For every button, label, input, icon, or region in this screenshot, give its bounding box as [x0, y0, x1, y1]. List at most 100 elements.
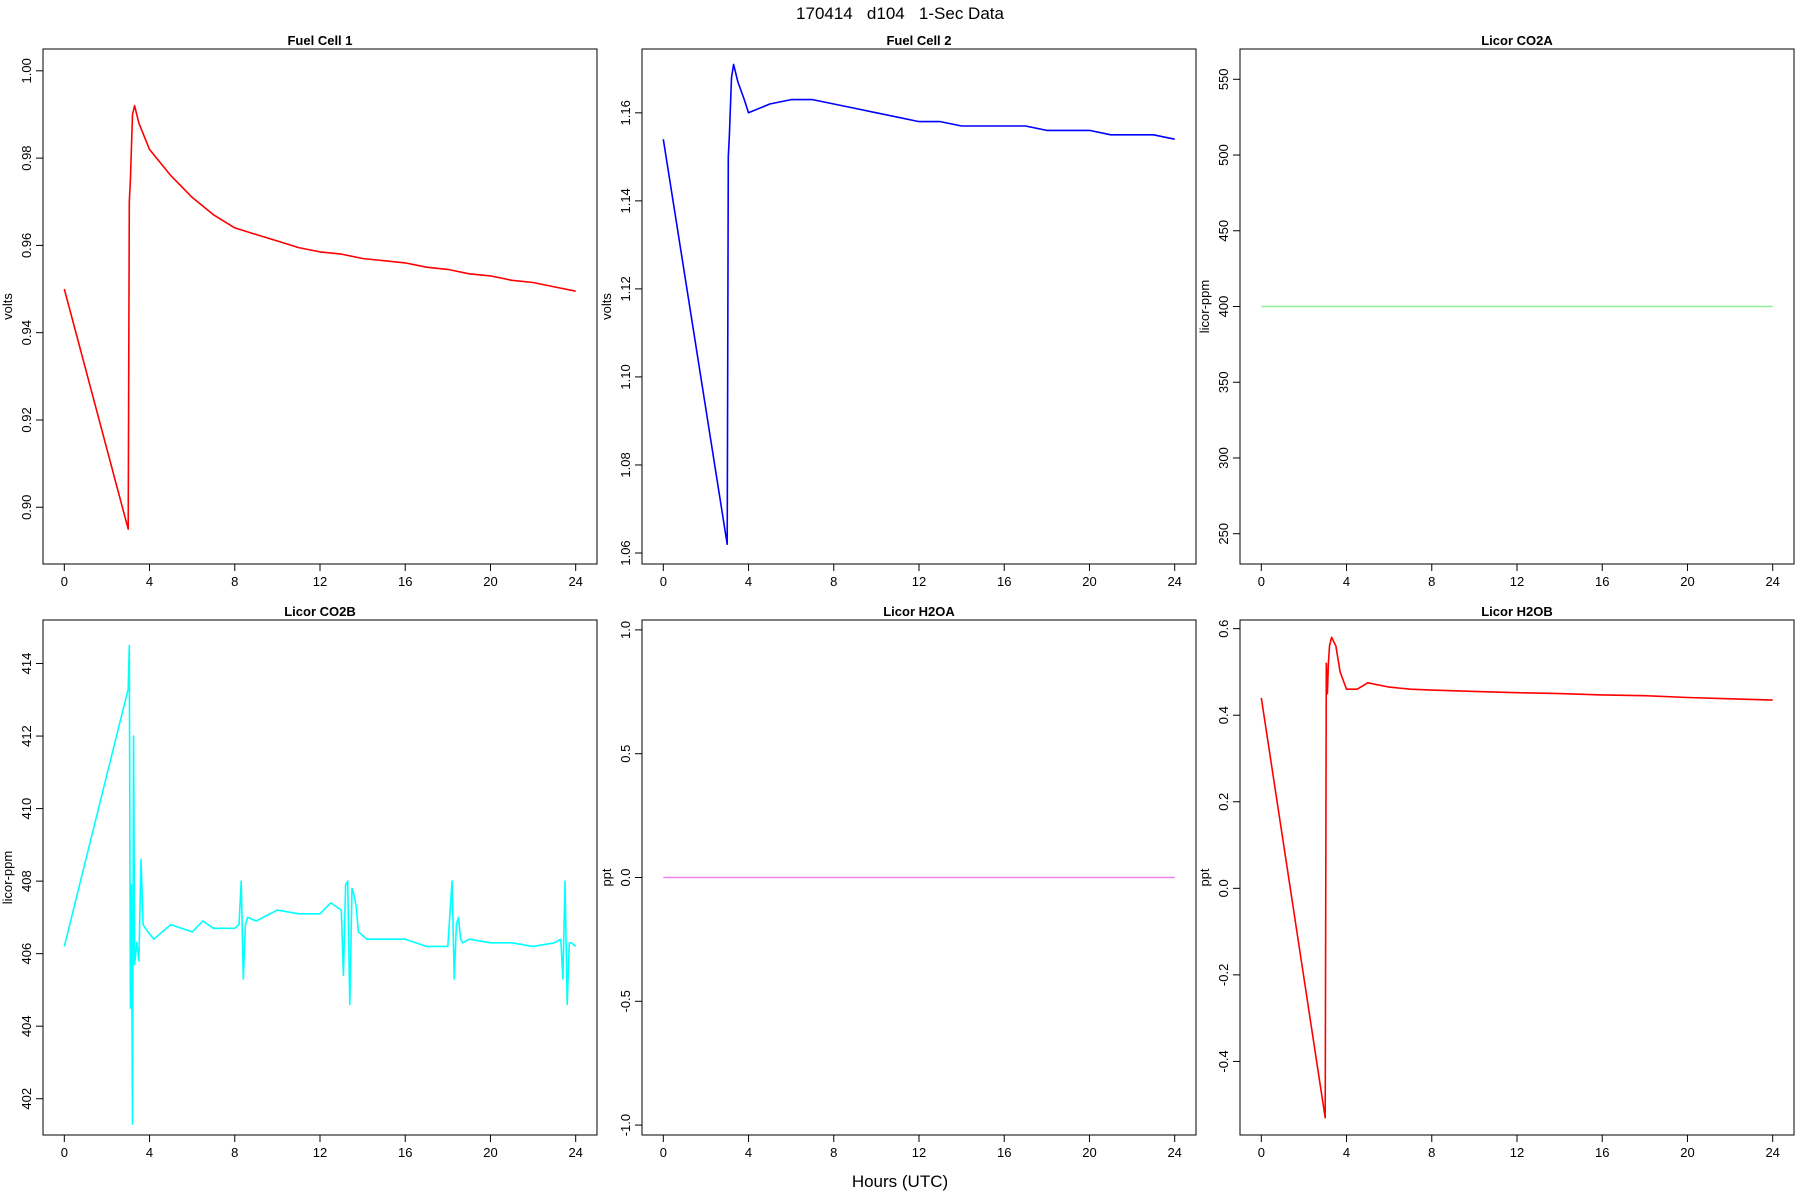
x-tick-label: 20 [483, 1145, 497, 1160]
y-tick-label: 1.0 [618, 621, 633, 639]
series-line [662, 63, 1175, 546]
plot-frame [641, 48, 1197, 565]
series-line [1260, 636, 1773, 1119]
x-tick-label: 0 [1258, 1145, 1265, 1160]
y-tick-label: 1.10 [618, 364, 633, 389]
y-axis-label: licor-ppm [0, 851, 15, 904]
x-tick-label: 0 [1258, 574, 1265, 589]
y-axis-label: volts [0, 293, 15, 320]
panel-5: Licor H2OA 0 4 8 12 16 20 24 -1.0 -0.5 0.0 0.5 1.0 pp… [599, 604, 1197, 1160]
x-tick-label: 20 [1680, 1145, 1694, 1160]
x-tick-label: 4 [1343, 1145, 1350, 1160]
y-tick-label: 350 [1216, 371, 1231, 393]
y-tick-label: 0.5 [618, 745, 633, 763]
x-tick-label: 20 [1680, 574, 1694, 589]
x-tick-label: 4 [1343, 574, 1350, 589]
x-tick-label: 4 [146, 574, 153, 589]
panel-title: Licor H2OB [1481, 604, 1553, 619]
y-tick-label: 414 [19, 653, 34, 675]
x-tick-label: 16 [1595, 574, 1609, 589]
x-tick-label: 24 [1765, 574, 1779, 589]
x-tick-label: 16 [1595, 1145, 1609, 1160]
x-tick-label: 12 [313, 574, 327, 589]
x-tick-label: 24 [1765, 1145, 1779, 1160]
x-tick-label: 0 [61, 1145, 68, 1160]
x-tick-label: 20 [1082, 574, 1096, 589]
y-tick-label: 408 [19, 870, 34, 892]
panel-6: Licor H2OB 0 4 8 12 16 20 24 -0.4 -0.2 0.0 0.2 0.4 0.… [1197, 604, 1795, 1160]
y-tick-label: -0.5 [618, 990, 633, 1012]
y-tick-label: 0.0 [1216, 879, 1231, 897]
y-axis-label: ppt [599, 868, 614, 886]
y-tick-label: 1.08 [618, 452, 633, 477]
x-tick-label: 12 [1510, 1145, 1524, 1160]
x-tick-label: 8 [231, 574, 238, 589]
x-tick-label: 4 [745, 574, 752, 589]
y-tick-label: 410 [19, 798, 34, 820]
y-tick-label: 0.94 [19, 320, 34, 345]
y-tick-label: -0.4 [1216, 1050, 1231, 1072]
y-tick-label: 1.14 [618, 188, 633, 213]
y-tick-label: 0.96 [19, 233, 34, 258]
y-tick-label: 0.98 [19, 145, 34, 170]
x-tick-label: 24 [568, 1145, 582, 1160]
y-tick-label: 250 [1216, 523, 1231, 545]
x-tick-label: 20 [483, 574, 497, 589]
x-tick-label: 12 [912, 1145, 926, 1160]
x-tick-label: 20 [1082, 1145, 1096, 1160]
page-title: 170414 d104 1-Sec Data [796, 4, 1004, 23]
y-tick-label: 404 [19, 1015, 34, 1037]
x-tick-label: 8 [231, 1145, 238, 1160]
y-tick-label: 0.2 [1216, 793, 1231, 811]
y-tick-label: 1.12 [618, 276, 633, 301]
x-tick-label: 8 [1428, 574, 1435, 589]
x-tick-label: 12 [1510, 574, 1524, 589]
x-tick-label: 24 [1167, 574, 1181, 589]
x-axis-label: Hours (UTC) [851, 1172, 949, 1191]
panel-title: Licor H2OA [883, 604, 955, 619]
x-tick-label: 0 [61, 574, 68, 589]
x-tick-label: 8 [1428, 1145, 1435, 1160]
panel-title: Fuel Cell 1 [287, 33, 352, 48]
series-line [63, 644, 577, 1125]
x-tick-label: 24 [568, 574, 582, 589]
series-line [63, 104, 576, 530]
y-tick-label: -1.0 [618, 1114, 633, 1136]
plot-frame [1239, 619, 1795, 1136]
panel-3: Licor CO2A 0 4 8 12 16 20 24 250 300 350 400 450 500 5… [1197, 33, 1795, 589]
y-tick-label: 450 [1216, 220, 1231, 242]
x-tick-label: 16 [398, 574, 412, 589]
y-tick-label: 0.4 [1216, 706, 1231, 724]
x-tick-label: 16 [997, 574, 1011, 589]
panel-title: Licor CO2A [1481, 33, 1553, 48]
x-tick-label: 16 [997, 1145, 1011, 1160]
x-tick-label: 4 [146, 1145, 153, 1160]
y-tick-label: 1.00 [19, 58, 34, 83]
y-tick-label: 0.92 [19, 407, 34, 432]
x-tick-label: 0 [660, 1145, 667, 1160]
panel-2: Fuel Cell 2 0 4 8 12 16 20 24 1.06 1.08 1.10 1.12 1.… [599, 33, 1197, 589]
y-tick-label: 0.6 [1216, 620, 1231, 638]
y-tick-label: 400 [1216, 296, 1231, 318]
panel-title: Licor CO2B [284, 604, 356, 619]
x-tick-label: 16 [398, 1145, 412, 1160]
y-tick-label: 0.90 [19, 495, 34, 520]
y-axis-label: volts [599, 293, 614, 320]
y-tick-label: 300 [1216, 447, 1231, 469]
y-tick-label: 1.06 [618, 540, 633, 565]
y-axis-label: licor-ppm [1197, 280, 1212, 333]
x-tick-label: 12 [313, 1145, 327, 1160]
panel-1: Fuel Cell 1 0 4 8 12 16 20 24 0.90 0.92 0.94 0.96 0.… [0, 33, 598, 589]
x-tick-label: 24 [1167, 1145, 1181, 1160]
panel-title: Fuel Cell 2 [886, 33, 951, 48]
y-tick-label: 500 [1216, 144, 1231, 166]
y-tick-label: 406 [19, 943, 34, 965]
y-tick-label: 0.0 [618, 868, 633, 886]
y-tick-label: 402 [19, 1088, 34, 1110]
x-tick-label: 12 [912, 574, 926, 589]
plot-frame [42, 48, 598, 565]
x-tick-label: 8 [830, 574, 837, 589]
x-tick-label: 4 [745, 1145, 752, 1160]
panel-4: Licor CO2B 0 4 8 12 16 20 24 402 404 406 408 410 412 4… [0, 604, 598, 1160]
